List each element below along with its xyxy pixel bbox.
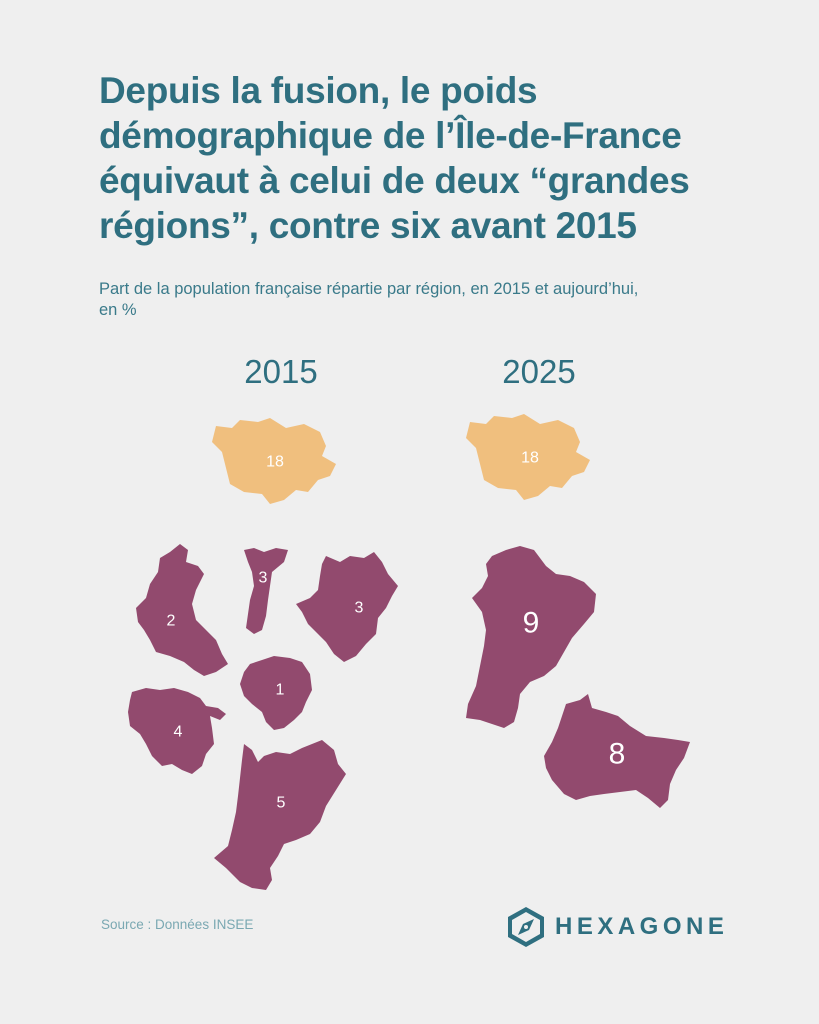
region-brittany-2015 [128,688,226,774]
region-value-brittany-2015: 4 [174,724,183,741]
region-nouvelle-aquitaine-2025 [466,546,596,728]
region-value-nouvelle-aquitaine-2025: 9 [523,607,540,640]
year-label-2015: 2015 [244,353,318,390]
region-value-east-region-2015: 3 [355,600,364,617]
region-value-pays-de-la-loire-2015: 2 [167,613,176,630]
region-value-aquitaine-2015: 5 [277,795,286,812]
region-thin-region-2015 [244,548,288,634]
logo-text: HEXAGONE [555,913,729,940]
region-ile-de-france-2015 [212,418,336,504]
region-value-ile-de-france-2025: 18 [521,450,539,467]
page-title: Depuis la fusion, le poids démographique… [99,70,690,246]
compass-hexagon-icon [508,907,544,947]
region-value-ile-de-france-2015: 18 [266,454,284,471]
region-value-grand-est-2025: 8 [609,738,626,771]
source-note: Source : Données INSEE [101,917,254,932]
year-label-2025: 2025 [502,353,576,390]
hexagone-logo: HEXAGONE [505,904,725,950]
region-grand-est-2025 [544,694,690,808]
region-value-thin-region-2015: 3 [259,570,268,587]
region-east-region-2015 [296,552,398,662]
region-aquitaine-2015 [214,740,346,890]
subtitle: Part de la population française répartie… [99,280,639,319]
region-value-limousin-2015: 1 [276,682,285,699]
region-pays-de-la-loire-2015 [136,544,228,676]
region-ile-de-france-2025 [466,414,590,500]
region-limousin-2015 [240,656,312,730]
